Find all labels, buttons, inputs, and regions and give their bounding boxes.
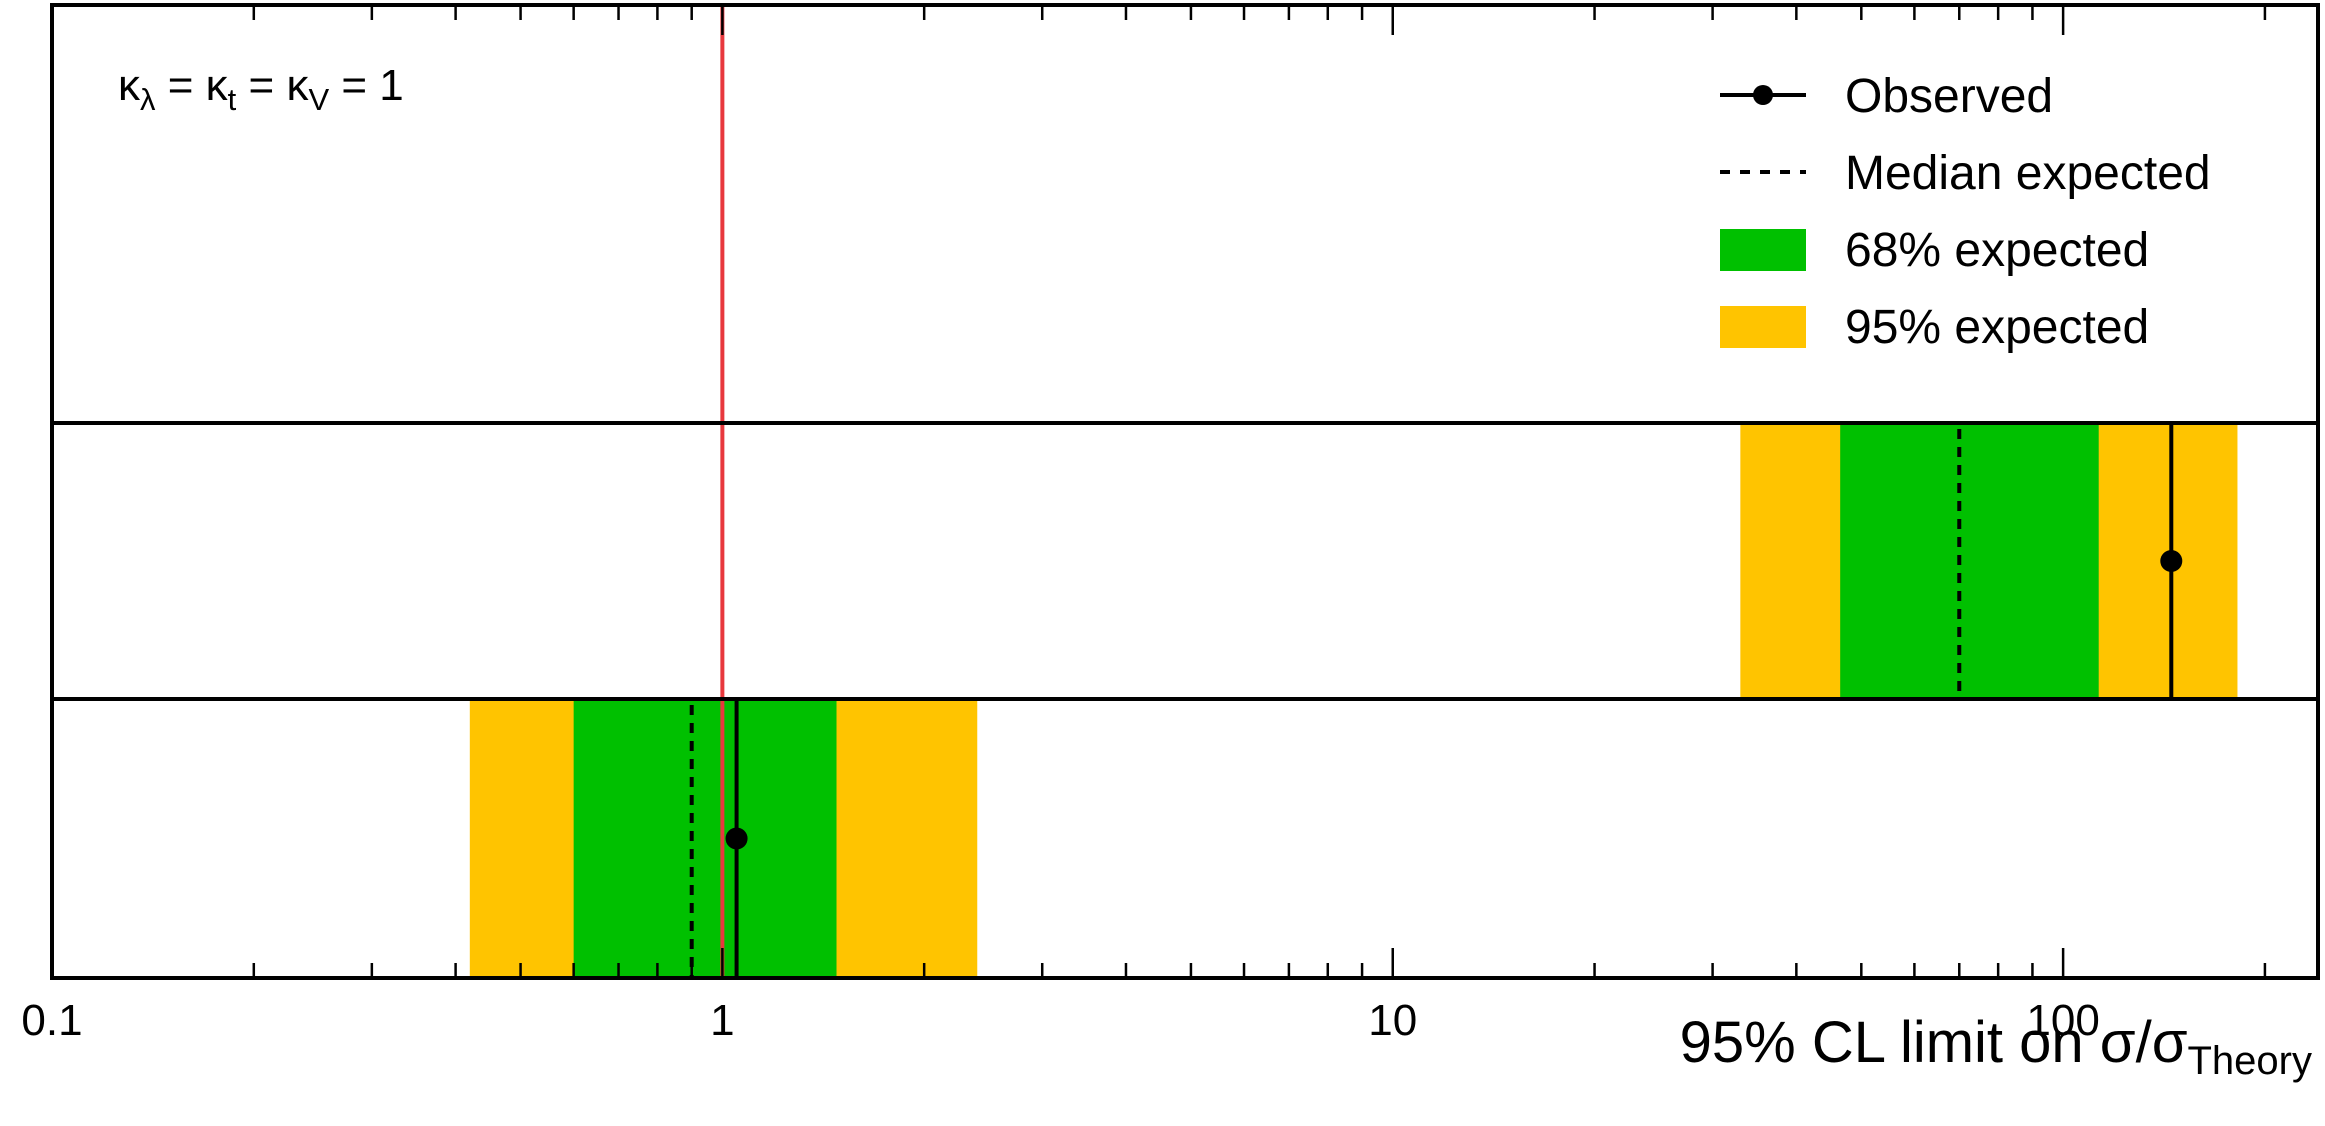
legend-68-swatch: [1720, 229, 1806, 271]
x-tick-label-1: 1: [710, 996, 734, 1045]
x-tick-label-100: 100: [2026, 996, 2099, 1045]
legend: Observed Median expected 68% expected 95…: [1720, 70, 2211, 354]
band-68-row-1: [1840, 423, 2099, 699]
legend-median-label: Median expected: [1845, 147, 2211, 200]
band-68-row-2: [573, 699, 837, 978]
legend-item-median: Median expected: [1720, 147, 2211, 200]
coupling-annotation: κλ = κt = κV = 1: [118, 61, 404, 117]
x-axis-label: 95% CL limit on σ/σTheory: [1680, 1010, 2312, 1083]
observed-marker-row-2: [725, 827, 748, 850]
legend-95-swatch: [1720, 306, 1806, 348]
x-tick-label-10: 10: [1368, 996, 1417, 1045]
x-tick-label-0.1: 0.1: [21, 996, 82, 1045]
legend-item-95: 95% expected: [1720, 301, 2149, 354]
row-dividers: [52, 421, 2318, 701]
legend-95-label: 95% expected: [1845, 301, 2149, 354]
legend-68-label: 68% expected: [1845, 224, 2149, 277]
observed-marker-row-1: [2160, 550, 2183, 572]
axis-tick-labels: 0.1 1 10 100: [21, 996, 2099, 1045]
legend-item-68: 68% expected: [1720, 224, 2149, 277]
limit-row-1: [1740, 423, 2238, 699]
legend-item-observed: Observed: [1720, 70, 2053, 123]
axis-ticks: [50, 5, 2267, 978]
legend-observed-marker: [1753, 85, 1773, 105]
plot-frame: [50, 3, 2320, 980]
legend-observed-label: Observed: [1845, 70, 2053, 123]
